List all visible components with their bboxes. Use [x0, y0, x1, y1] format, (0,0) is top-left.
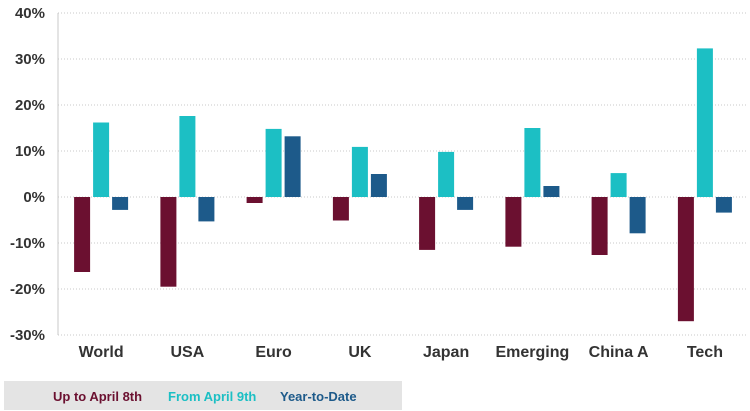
y-tick-label: 30% [15, 51, 45, 68]
bar-tech-series-2 [715, 197, 732, 213]
category-label: Tech [687, 344, 723, 361]
bar-world-series-2 [112, 197, 129, 210]
bar-uk-series-1 [351, 146, 368, 197]
bar-world-series-0 [74, 197, 91, 272]
category-label: China A [589, 344, 649, 361]
y-tick-label: 0% [23, 189, 45, 206]
bar-usa-series-2 [198, 197, 215, 222]
bar-euro-series-0 [246, 197, 263, 203]
bar-japan-series-2 [457, 197, 474, 210]
bar-japan-series-1 [438, 151, 455, 197]
category-label: World [79, 344, 124, 361]
bar-world-series-1 [93, 122, 110, 197]
y-tick-label: -20% [10, 281, 45, 298]
bar-tech-series-0 [677, 197, 694, 322]
bar-uk-series-0 [332, 197, 349, 221]
category-label: Emerging [496, 344, 570, 361]
chart: -30% -20% -10% 0% 10% 20% 30% 40% World USA Euro U… [10, 5, 748, 361]
category-label: UK [348, 344, 372, 361]
category-label: USA [171, 344, 205, 361]
bar-china-a-series-1 [610, 173, 627, 197]
legend-item-year-to-date: Year-to-Date [280, 389, 357, 404]
y-tick-label: 10% [15, 143, 45, 160]
bar-emerging-series-1 [524, 128, 541, 197]
bar-uk-series-2 [370, 174, 387, 197]
bars [74, 48, 732, 322]
bar-usa-series-0 [160, 197, 177, 287]
y-tick-label: -10% [10, 235, 45, 252]
bar-china-a-series-0 [591, 197, 608, 255]
bar-euro-series-1 [265, 128, 282, 197]
category-label: Euro [255, 344, 292, 361]
x-axis-categories: World USA Euro UK Japan Emerging China A Tech [79, 344, 723, 361]
y-tick-label: 40% [15, 5, 45, 22]
bar-emerging-series-0 [505, 197, 522, 247]
bar-japan-series-0 [419, 197, 436, 250]
y-axis-ticks: -30% -20% -10% 0% 10% 20% 30% 40% [10, 5, 45, 344]
legend: Up to April 8th From April 9th Year-to-D… [4, 381, 402, 410]
bar-usa-series-1 [179, 116, 196, 197]
bar-emerging-series-2 [543, 186, 560, 197]
bar-euro-series-2 [284, 136, 301, 197]
legend-item-up-to-april-8th: Up to April 8th [53, 389, 143, 404]
bar-china-a-series-2 [629, 197, 646, 234]
bar-tech-series-1 [696, 48, 713, 198]
legend-item-from-april-9th: From April 9th [168, 389, 257, 404]
y-tick-label: 20% [15, 97, 45, 114]
y-tick-label: -30% [10, 327, 45, 344]
category-label: Japan [423, 344, 469, 361]
